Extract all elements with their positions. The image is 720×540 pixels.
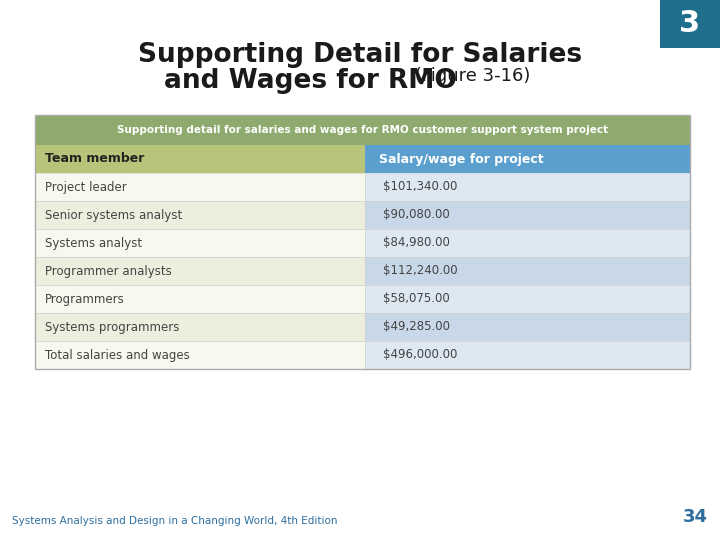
Text: 3: 3 [680, 10, 701, 38]
Bar [365, 145, 690, 173]
Text: 34: 34 [683, 508, 708, 526]
Text: Supporting Detail for Salaries: Supporting Detail for Salaries [138, 42, 582, 68]
Bar [35, 313, 365, 341]
Bar [35, 115, 690, 369]
Bar [365, 313, 690, 341]
Text: Total salaries and wages: Total salaries and wages [45, 348, 190, 361]
Text: Systems analyst: Systems analyst [45, 237, 142, 249]
Text: Programmer analysts: Programmer analysts [45, 265, 172, 278]
Bar [35, 173, 365, 201]
Text: Systems programmers: Systems programmers [45, 321, 179, 334]
Text: $112,240.00: $112,240.00 [383, 265, 458, 278]
Text: Salary/wage for project: Salary/wage for project [379, 152, 544, 165]
Text: Supporting detail for salaries and wages for RMO customer support system project: Supporting detail for salaries and wages… [117, 125, 608, 135]
Bar [365, 201, 690, 229]
Text: Senior systems analyst: Senior systems analyst [45, 208, 182, 221]
Text: Programmers: Programmers [45, 293, 125, 306]
Text: and Wages for RMO: and Wages for RMO [163, 68, 456, 94]
Text: $101,340.00: $101,340.00 [383, 180, 457, 193]
Bar [35, 229, 365, 257]
Bar [365, 173, 690, 201]
Bar [365, 341, 690, 369]
Text: $90,080.00: $90,080.00 [383, 208, 450, 221]
Bar [35, 145, 365, 173]
Bar [35, 257, 365, 285]
Bar [35, 201, 365, 229]
Text: Systems Analysis and Design in a Changing World, 4th Edition: Systems Analysis and Design in a Changin… [12, 516, 338, 526]
Text: (Figure 3-16): (Figure 3-16) [409, 67, 531, 85]
Text: $84,980.00: $84,980.00 [383, 237, 450, 249]
Text: $49,285.00: $49,285.00 [383, 321, 450, 334]
Text: Team member: Team member [45, 152, 145, 165]
Bar [35, 115, 690, 145]
Bar [35, 285, 365, 313]
Bar [660, 0, 720, 48]
Bar [365, 229, 690, 257]
Bar [365, 285, 690, 313]
Text: Project leader: Project leader [45, 180, 127, 193]
Bar [365, 257, 690, 285]
Text: $58,075.00: $58,075.00 [383, 293, 450, 306]
Bar [35, 341, 365, 369]
Text: $496,000.00: $496,000.00 [383, 348, 457, 361]
